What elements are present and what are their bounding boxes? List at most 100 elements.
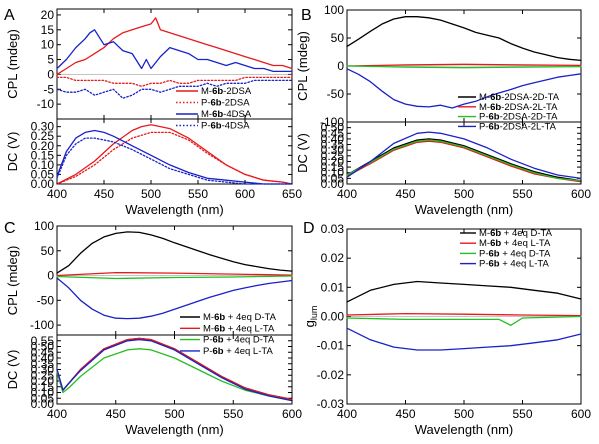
y-tick-label: 0.20	[31, 139, 55, 153]
y-tick-label: -0.01	[317, 339, 345, 353]
legend-entry: P-6b + 4eq D-TA	[203, 335, 275, 346]
x-tick-label: 450	[395, 407, 415, 421]
y-tick-label: 0.00	[321, 310, 345, 324]
series-green-solid-2	[346, 65, 582, 69]
legend-prefix: M-	[201, 109, 212, 120]
legend-prefix: P-	[479, 248, 489, 259]
y-tick-label: 0.55	[31, 334, 55, 348]
legend-bold: 6b	[489, 121, 500, 132]
legend-entry: M-6b-2DSA	[201, 86, 252, 97]
y-tick-label: -5	[43, 82, 54, 96]
y-tick-label: 0.00	[321, 177, 345, 191]
y-tick-label: 0.45	[31, 345, 55, 359]
legend-bold: 6b	[211, 121, 222, 132]
y-tick-label: 15	[41, 23, 55, 37]
series-black-solid-0	[346, 280, 582, 303]
legend-bold: 6b	[213, 346, 224, 357]
y-tick-label: 0.05	[31, 391, 55, 405]
legend-prefix: M-	[203, 312, 214, 323]
y-tick-label: 0.10	[31, 158, 55, 172]
y-tick-label: 0.15	[321, 160, 345, 174]
legend-prefix: M-	[203, 323, 214, 334]
x-tick-label: 400	[337, 187, 357, 201]
subplot-0: -0.03 -0.02 -0.01 0.00 0.01 0.02 0.03 glum 400 45…	[302, 222, 591, 437]
y-tick-label: -100	[30, 318, 54, 332]
x-tick-label: 600	[235, 187, 255, 201]
y-tick-label: 0.15	[31, 148, 55, 162]
y-tick-label: 100	[324, 3, 344, 17]
y-tick-label: 0.10	[31, 386, 55, 400]
legend-suffix: -4DSA	[223, 109, 252, 120]
panel-letter: A	[4, 7, 15, 24]
y-tick-label: 5	[47, 53, 54, 67]
series-black-solid-0	[346, 16, 582, 62]
x-tick-label: 650	[282, 187, 302, 201]
x-tick-label: 550	[512, 407, 532, 421]
legend-entry: M-6b + 4eq L-TA	[203, 323, 275, 334]
legend-entry: P-6b + 4eq D-TA	[479, 248, 551, 259]
y-axis-label: DC (V)	[295, 133, 310, 173]
y-tick-label: 100	[34, 219, 54, 233]
y-tick-label: -0.03	[317, 397, 345, 411]
legend-suffix: + 4eq D-TA	[224, 335, 275, 346]
legend-suffix: -4DSA	[222, 121, 251, 132]
series-red-solid-1	[346, 312, 582, 317]
series-blue-solid-3	[346, 327, 582, 351]
x-tick-label: 550	[188, 187, 208, 201]
series-red-solid-1	[346, 63, 582, 67]
y-tick-label: 0.05	[31, 167, 55, 181]
series-red-solid-0	[56, 124, 293, 185]
x-tick-label: 400	[337, 407, 357, 421]
y-tick-label: 50	[41, 244, 55, 258]
subplot-0: -100 -50 0 50 100 CPL (mdeg)	[5, 219, 293, 336]
x-tick-label: 400	[47, 407, 67, 421]
y-tick-label: 0	[337, 59, 344, 73]
series-blue-solid-2	[56, 129, 293, 185]
y-tick-label: 0	[47, 67, 54, 81]
legend-entry: P-6b + 4eq L-TA	[479, 259, 549, 270]
legend-bold: 6b	[214, 312, 225, 323]
series-green-solid-2	[346, 315, 582, 326]
legend-prefix: P-	[479, 121, 489, 132]
legend-entry: P-6b-2DSA	[201, 98, 250, 109]
y-tick-label: 0.00	[31, 177, 55, 191]
series-green-solid-2	[346, 139, 582, 182]
y-axis-label: DC (V)	[5, 350, 20, 390]
legend-prefix: P-	[201, 98, 211, 109]
panel-c: C -100 -50 0 50 100 CPL (mdeg) 0.000.050.100.15…	[4, 219, 302, 437]
legend-prefix: M-	[201, 86, 212, 97]
x-axis-label: Wavelength (nm)	[415, 202, 514, 217]
legend: M-6b + 4eq D-TAM-6b + 4eq L-TAP-6b + 4eq…	[460, 228, 553, 270]
legend-suffix: + 4eq D-TA	[500, 248, 551, 259]
series-red-solid-1	[56, 271, 293, 277]
subplot-1: 0.000.050.100.150.200.250.300.350.400.45…	[295, 121, 591, 217]
y-tick-label: 0.01	[321, 280, 345, 294]
y-tick-label: 0.45	[321, 126, 345, 140]
x-tick-label: 450	[106, 407, 126, 421]
series-red-solid-0	[56, 17, 293, 76]
series-black-solid-0	[346, 138, 582, 182]
legend-suffix: -2DSA-2D-TA	[501, 92, 560, 103]
legend-suffix: + 4eq L-TA	[500, 259, 550, 270]
plot-frame	[56, 118, 293, 185]
legend-bold: 6b	[214, 323, 225, 334]
y-tick-label: 0.15	[31, 380, 55, 394]
plot-frame	[56, 8, 293, 120]
y-tick-label: 0.25	[31, 368, 55, 382]
legend-entry: M-6b-2DSA-2D-TA	[479, 92, 560, 103]
y-axis-label: DC (V)	[5, 132, 20, 172]
y-axis-label-sub: lum	[309, 306, 319, 321]
legend-bold: 6b	[490, 238, 501, 249]
x-axis-label: Wavelength (nm)	[415, 422, 514, 437]
x-tick-label: 400	[47, 187, 67, 201]
legend-bold: 6b	[489, 259, 500, 270]
y-tick-label: -10	[37, 97, 55, 111]
y-tick-label: 0.10	[321, 166, 345, 180]
legend-bold: 6b	[213, 335, 224, 346]
legend-prefix: M-	[479, 228, 490, 239]
x-tick-label: 600	[571, 407, 591, 421]
y-tick-label: 0.00	[31, 397, 55, 411]
legend-suffix: + 4eq D-TA	[225, 312, 276, 323]
y-tick-label: 0.25	[321, 149, 345, 163]
legend-entry: P-6b-4DSA	[201, 121, 250, 132]
